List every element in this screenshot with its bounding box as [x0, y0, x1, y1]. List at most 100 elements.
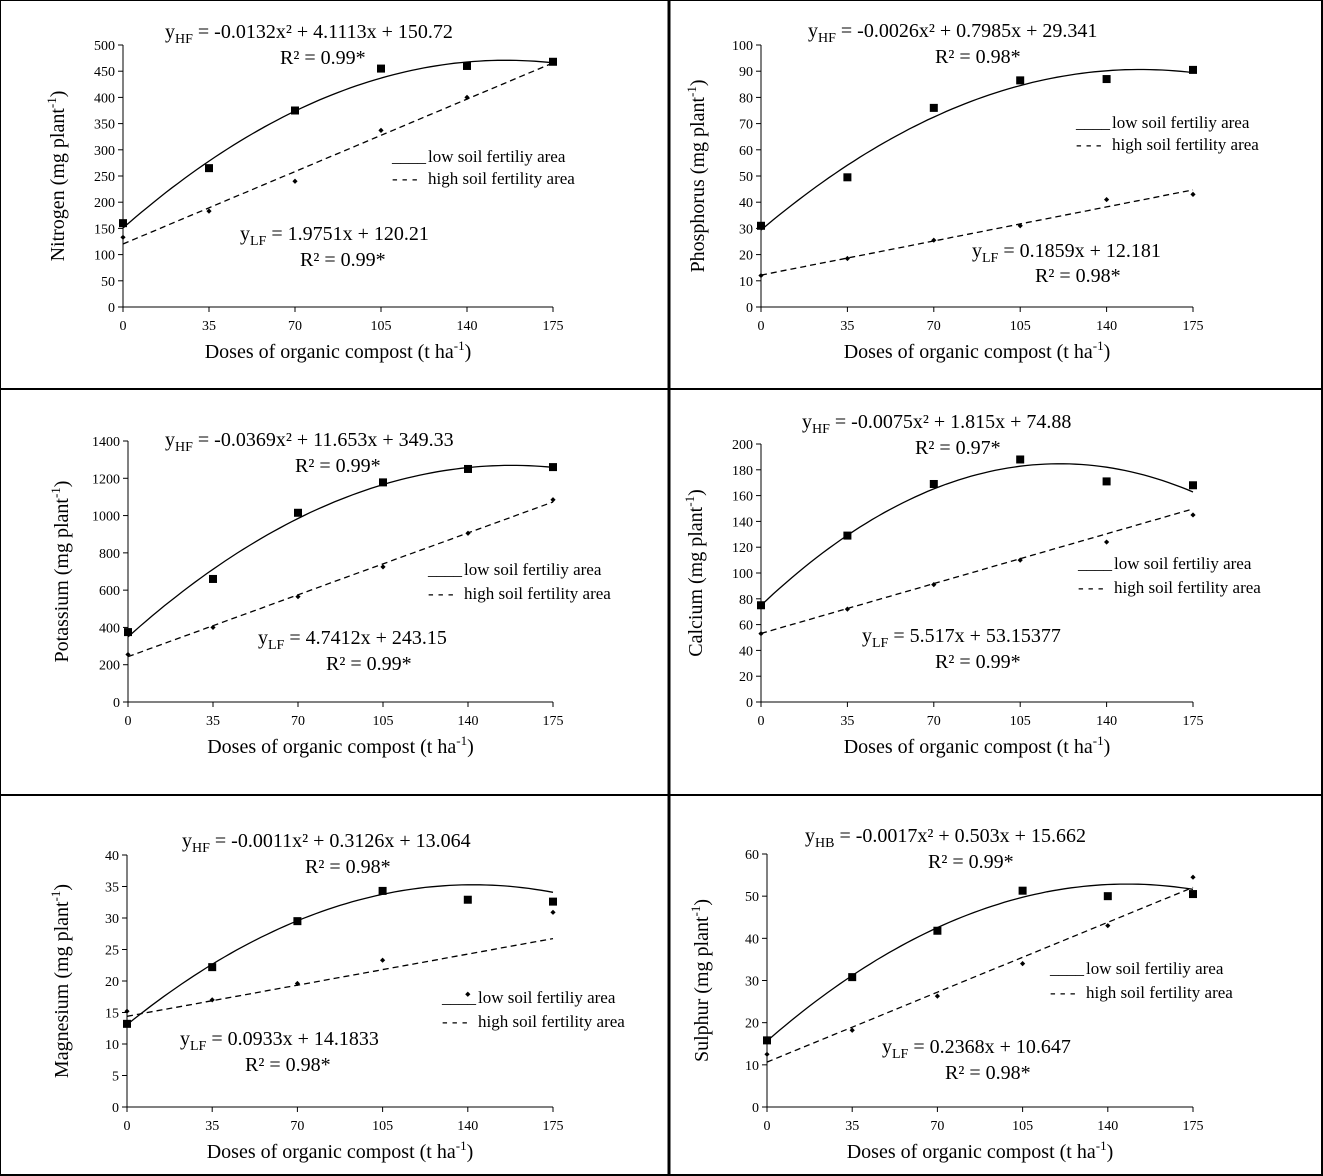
x-tick-label: 105	[372, 1119, 393, 1134]
y-tick-label: 5	[112, 1070, 119, 1085]
equation-low-fertility: yLF = 0.2368x + 10.647	[882, 1036, 1071, 1062]
x-tick-label: 175	[1183, 319, 1204, 334]
data-point-low-fertility	[929, 479, 938, 488]
y-tick-label: 0	[746, 301, 753, 316]
legend-label-low-fertility: low soil fertiliy area	[464, 560, 602, 579]
x-tick-label: 140	[457, 319, 478, 334]
equation-low-fertility: yLF = 0.1859x + 12.181	[972, 240, 1161, 266]
equation-high-fertility: yHF = -0.0011x² + 0.3126x + 13.064	[182, 830, 471, 856]
data-point-low-fertility	[843, 173, 852, 182]
data-point-low-fertility	[549, 897, 557, 906]
r-squared-low-fertility: R² = 0.98*	[945, 1062, 1031, 1084]
y-tick-label: 35	[105, 881, 119, 896]
data-point-high-fertility	[1190, 874, 1196, 880]
y-tick-label: 50	[101, 275, 115, 290]
legend-label-low-fertility: low soil fertiliy area	[428, 147, 566, 166]
data-point-low-fertility	[843, 531, 852, 540]
y-tick-label: 1000	[92, 510, 120, 525]
data-point-low-fertility	[294, 508, 302, 517]
data-point-low-fertility	[549, 463, 557, 472]
data-point-low-fertility	[463, 61, 471, 70]
x-tick-label: 140	[458, 714, 479, 729]
trend-line-low-fertility	[766, 883, 1194, 1042]
trend-line-low-fertility	[126, 884, 554, 1026]
x-tick-label: 175	[543, 319, 564, 334]
x-tick-label: 175	[1183, 714, 1204, 729]
data-point-high-fertility	[550, 909, 556, 915]
data-point-low-fertility	[1018, 886, 1027, 895]
y-tick-label: 15	[105, 1007, 119, 1022]
y-axis-label: Phosphorus (mg plant-1)	[684, 79, 709, 272]
x-tick-label: 35	[202, 319, 216, 334]
data-point-high-fertility	[934, 993, 940, 999]
y-axis-label: Magnesium (mg plant-1)	[48, 884, 73, 1078]
data-point-low-fertility	[1016, 455, 1025, 464]
data-point-high-fertility	[1105, 923, 1111, 929]
x-tick-label: 0	[125, 714, 132, 729]
r-squared-high-fertility: R² = 0.98*	[305, 856, 391, 878]
data-point-high-fertility	[380, 564, 386, 570]
r-squared-low-fertility: R² = 0.98*	[245, 1054, 331, 1076]
x-tick-label: 70	[291, 714, 305, 729]
data-point-high-fertility	[378, 127, 384, 134]
data-point-low-fertility	[205, 164, 213, 173]
x-tick-label: 35	[840, 319, 854, 334]
y-tick-label: 20	[105, 975, 119, 990]
data-point-high-fertility	[206, 208, 212, 214]
y-tick-label: 90	[739, 65, 753, 80]
data-point-low-fertility	[463, 895, 472, 904]
data-point-low-fertility	[763, 1036, 771, 1045]
chart-panel-2: 0 10 20 30 40 50 60 70 80 90 100 0 35 70 105 140 175 Dose…	[684, 20, 1259, 363]
r-squared-low-fertility: R² = 0.99*	[935, 651, 1021, 673]
data-point-high-fertility	[758, 631, 764, 637]
y-tick-label: 100	[732, 39, 753, 54]
y-tick-label: 20	[745, 1017, 759, 1032]
r-squared-low-fertility: R² = 0.98*	[1035, 265, 1121, 287]
data-point-high-fertility	[844, 255, 850, 262]
r-squared-high-fertility: R² = 0.98*	[935, 46, 1021, 68]
data-point-low-fertility	[291, 106, 299, 115]
x-tick-label: 70	[927, 319, 941, 334]
chart-panel-6: 0 10 20 30 40 50 60 0 35 70 105 140 175 Doses of orga…	[688, 825, 1233, 1163]
data-point-low-fertility	[933, 926, 942, 935]
r-squared-high-fertility: R² = 0.99*	[928, 851, 1014, 873]
x-tick-label: 0	[758, 319, 765, 334]
y-tick-label: 60	[739, 619, 753, 634]
x-axis-label: Doses of organic compost (t ha-1)	[844, 733, 1111, 758]
y-tick-label: 0	[752, 1101, 759, 1116]
data-point-high-fertility	[1104, 539, 1110, 545]
legend-label-low-fertility: low soil fertiliy area	[478, 988, 616, 1007]
chart-legend: ____ low soil fertiliy area - - - high soil…	[427, 560, 611, 603]
data-point-low-fertility	[124, 628, 132, 637]
legend-label-high-fertility: high soil fertility area	[464, 584, 611, 603]
data-point-high-fertility	[1020, 961, 1026, 967]
equation-high-fertility: yHF = -0.0369x² + 11.653x + 349.33	[165, 429, 454, 455]
y-tick-label: 450	[94, 65, 115, 80]
x-tick-label: 70	[288, 319, 302, 334]
y-axis-label: Nitrogen (mg plant-1)	[44, 91, 69, 262]
x-tick-label: 140	[1097, 1119, 1118, 1134]
legend-line-dashed: - - -	[428, 584, 454, 603]
data-point-low-fertility	[757, 221, 765, 230]
data-point-high-fertility	[209, 997, 215, 1003]
x-axis-label: Doses of organic compost (t ha-1)	[207, 1138, 474, 1163]
legend-label-high-fertility: high soil fertility area	[478, 1012, 625, 1031]
x-tick-label: 35	[845, 1119, 859, 1134]
legend-line-solid: ____	[1075, 113, 1111, 132]
equation-low-fertility: yLF = 5.517x + 53.15377	[862, 625, 1061, 651]
x-tick-label: 140	[457, 1119, 478, 1134]
x-tick-label: 105	[1012, 1119, 1033, 1134]
y-tick-label: 180	[732, 464, 753, 479]
y-tick-label: 70	[739, 118, 753, 133]
y-tick-label: 200	[732, 438, 753, 453]
trend-line-high-fertility	[766, 886, 1194, 1063]
equation-low-fertility: yLF = 1.9751x + 120.21	[240, 223, 429, 249]
x-tick-label: 70	[930, 1119, 944, 1134]
data-point-low-fertility	[293, 917, 302, 926]
x-tick-label: 140	[1096, 714, 1117, 729]
chart-legend: ____ low soil fertiliy area - - - high soil…	[1049, 959, 1233, 1002]
legend-label-low-fertility: low soil fertiliy area	[1086, 959, 1224, 978]
y-tick-label: 80	[739, 593, 753, 608]
y-tick-label: 10	[105, 1038, 119, 1053]
